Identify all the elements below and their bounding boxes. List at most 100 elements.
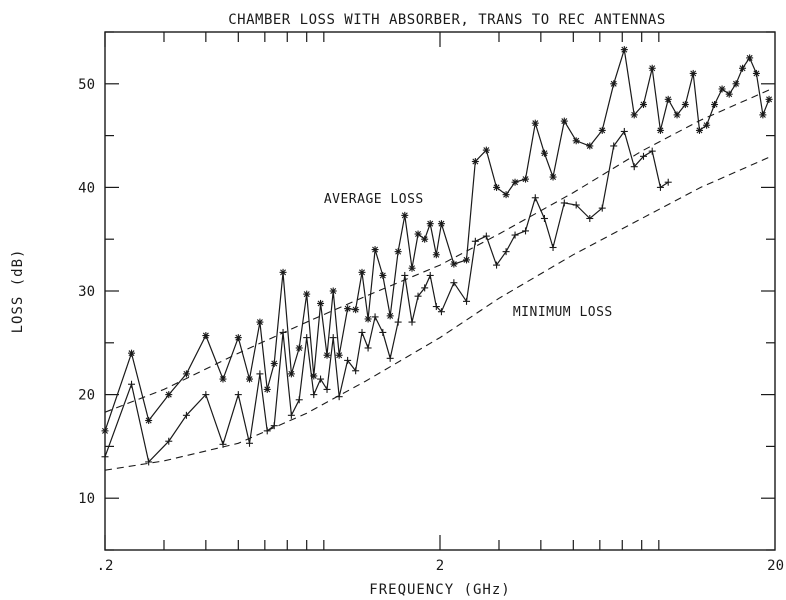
data-point: [182, 411, 190, 419]
data-point: [656, 126, 664, 134]
data-point: [394, 318, 402, 326]
data-point: [323, 351, 331, 359]
data-point: [371, 246, 379, 254]
data-point: [295, 344, 303, 352]
data-point: [522, 175, 530, 183]
data-point: [639, 101, 647, 109]
series-layer: [101, 46, 773, 471]
data-point: [421, 284, 429, 292]
data-point: [531, 119, 539, 127]
y-tick-label: 50: [78, 77, 95, 93]
data-point: [482, 232, 490, 240]
data-point: [371, 313, 379, 321]
data-point: [263, 427, 271, 435]
axis-ticks: [104, 31, 775, 551]
data-point: [586, 214, 594, 222]
series-line: [104, 49, 770, 432]
data-point: [648, 147, 656, 155]
chart-title: CHAMBER LOSS WITH ABSORBER, TRANS TO REC…: [228, 12, 666, 28]
data-point: [471, 158, 479, 165]
y-axis-label: LOSS (dB): [10, 249, 26, 334]
data-point: [752, 69, 760, 77]
data-point: [540, 149, 548, 157]
data-point: [256, 318, 264, 326]
data-point: [246, 375, 254, 383]
data-point: [765, 95, 773, 103]
data-point: [202, 391, 210, 399]
data-point: [352, 306, 360, 314]
data-point: [739, 64, 747, 72]
data-point: [463, 297, 471, 305]
data-point: [432, 251, 440, 259]
data-point: [310, 391, 318, 399]
data-point: [620, 127, 628, 135]
data-point: [482, 146, 490, 154]
data-point: [549, 173, 557, 181]
data-point: [703, 121, 711, 129]
data-point: [572, 201, 580, 209]
data-point: [432, 303, 440, 311]
data-point: [414, 230, 422, 238]
data-point: [598, 126, 606, 134]
data-point: [540, 214, 548, 222]
data-point: [648, 64, 656, 72]
data-point: [718, 85, 726, 93]
data-point: [732, 80, 740, 88]
data-point: [689, 69, 697, 77]
data-point: [295, 396, 303, 404]
data-point: [522, 227, 530, 235]
y-tick-labels: 10 20 30 40 50: [78, 77, 95, 507]
data-point: [182, 370, 190, 378]
data-point: [664, 95, 672, 103]
data-point: [549, 243, 557, 251]
data-point: [560, 117, 568, 125]
data-point: [145, 458, 153, 466]
data-point: [493, 261, 501, 269]
data-point: [502, 248, 510, 256]
data-point: [279, 268, 287, 276]
data-point: [287, 370, 295, 378]
data-point: [711, 101, 719, 109]
data-point: [344, 305, 352, 313]
data-point: [630, 163, 638, 171]
data-point: [101, 427, 109, 435]
annotation-minimum-loss: MINIMUM LOSS: [513, 305, 613, 320]
data-point: [450, 279, 458, 287]
data-point: [426, 220, 434, 228]
data-point: [317, 375, 325, 383]
data-point: [681, 101, 689, 109]
data-point: [270, 360, 278, 368]
data-point: [352, 367, 360, 375]
data-point: [303, 290, 311, 298]
data-point: [329, 287, 337, 295]
data-point: [471, 237, 479, 245]
data-point: [414, 292, 422, 300]
data-point: [511, 231, 519, 239]
data-point: [234, 334, 242, 342]
data-point: [426, 271, 434, 279]
data-point: [165, 437, 173, 445]
data-point: [379, 271, 387, 279]
data-point: [344, 356, 352, 364]
y-tick-label: 30: [78, 284, 95, 300]
data-point: [145, 417, 153, 424]
data-point: [263, 385, 271, 393]
data-point: [598, 204, 606, 212]
data-point: [421, 235, 429, 243]
data-point: [630, 111, 638, 119]
series-line: [104, 130, 669, 464]
data-point: [364, 315, 372, 323]
data-point: [620, 46, 628, 54]
data-point: [287, 411, 295, 419]
data-point: [329, 334, 337, 342]
data-point: [379, 328, 387, 336]
x-axis-label: FREQUENCY (GHz): [369, 582, 510, 598]
y-tick-label: 20: [78, 388, 95, 404]
data-point: [128, 349, 136, 357]
data-point: [165, 391, 173, 399]
data-point: [303, 334, 311, 342]
data-point: [437, 220, 445, 228]
y-tick-label: 40: [78, 180, 95, 196]
data-point: [317, 299, 325, 307]
